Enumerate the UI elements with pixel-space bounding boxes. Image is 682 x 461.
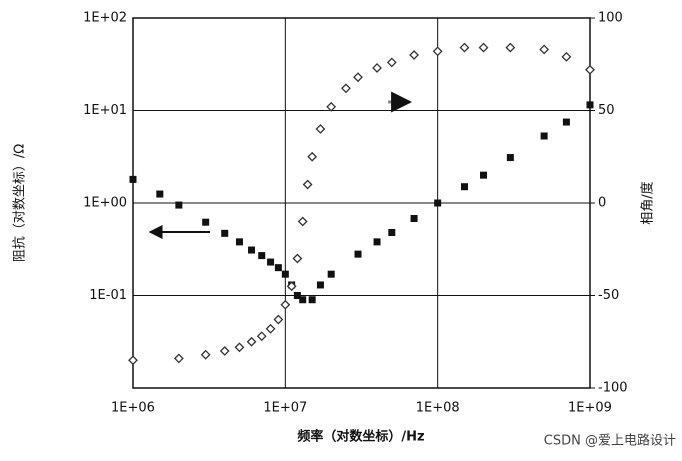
impedance-point xyxy=(373,238,381,246)
phase-point xyxy=(280,299,291,310)
phase-point xyxy=(372,63,382,73)
phase-point xyxy=(219,346,230,356)
y-tick-label: 1E+01 xyxy=(83,103,127,118)
y-tick-label: 1E+00 xyxy=(83,196,127,211)
watermark: CSDN @爱上电路设计 xyxy=(544,433,676,449)
y2-tick-label: 50 xyxy=(598,103,615,118)
phase-point xyxy=(173,353,184,364)
y2-tick-label: -100 xyxy=(598,381,628,396)
impedance-point xyxy=(248,246,256,254)
phase-point xyxy=(505,42,516,53)
impedance-point xyxy=(235,238,243,246)
phase-point xyxy=(292,253,303,264)
y2-axis-label: 相角/度 xyxy=(640,181,656,224)
phase-point xyxy=(561,51,572,62)
impedance-point xyxy=(221,229,229,237)
impedance-point xyxy=(540,132,548,140)
impedance-point xyxy=(460,183,468,191)
impedance-point xyxy=(316,281,324,289)
impedance-point xyxy=(299,296,307,304)
y-tick-label: 1E+02 xyxy=(83,11,127,26)
y2-tick-label: 100 xyxy=(598,11,623,26)
impedance-point xyxy=(506,154,514,162)
x-axis-label: 频率（对数坐标）/Hz xyxy=(297,429,424,445)
y-tick-label: 1E-01 xyxy=(89,288,127,303)
impedance-point xyxy=(434,199,442,207)
phase-point xyxy=(353,72,363,83)
phase-point xyxy=(286,281,297,292)
impedance-point xyxy=(202,218,210,226)
x-tick-label: 1E+06 xyxy=(111,401,155,416)
impedance-point xyxy=(354,250,362,258)
phase-point xyxy=(234,342,245,353)
phase-point xyxy=(539,44,550,55)
x-tick-label: 1E+09 xyxy=(568,401,612,416)
impedance-point xyxy=(388,228,396,236)
phase-point xyxy=(273,314,284,325)
x-tick-label: 1E+07 xyxy=(263,401,307,416)
y-axis-label: 阻抗（对数坐标）/Ω xyxy=(13,144,28,262)
phase-point xyxy=(297,216,308,227)
phase-point xyxy=(409,50,419,60)
phase-point xyxy=(256,331,267,342)
impedance-point xyxy=(156,190,164,198)
impedance-point xyxy=(308,296,316,304)
x-tick-label: 1E+08 xyxy=(416,401,460,416)
impedance-point xyxy=(281,270,289,278)
impedance-point xyxy=(562,118,570,126)
phase-point xyxy=(200,349,211,360)
phase-point xyxy=(315,124,326,134)
phase-point xyxy=(459,42,470,53)
impedance-point xyxy=(293,292,301,299)
phase-point xyxy=(386,57,397,68)
phase-point xyxy=(585,64,595,75)
impedance-point xyxy=(129,175,137,183)
impedance-point xyxy=(480,171,488,179)
phase-point xyxy=(265,323,276,334)
impedance-point xyxy=(267,258,275,266)
y2-tick-label: 0 xyxy=(598,196,606,211)
phase-point xyxy=(307,151,318,162)
phase-point xyxy=(128,355,138,366)
phase-point xyxy=(478,42,489,53)
phase-point xyxy=(302,179,313,190)
impedance-point xyxy=(327,270,335,278)
y2-tick-label: -50 xyxy=(598,288,619,303)
impedance-point xyxy=(274,264,282,272)
impedance-point xyxy=(586,101,594,109)
phase-point xyxy=(326,101,337,112)
phase-point xyxy=(432,46,443,57)
phase-point xyxy=(246,336,257,347)
impedance-point xyxy=(410,214,418,222)
impedance-point xyxy=(258,252,266,260)
phase-point xyxy=(341,83,351,94)
impedance-point xyxy=(175,201,183,209)
